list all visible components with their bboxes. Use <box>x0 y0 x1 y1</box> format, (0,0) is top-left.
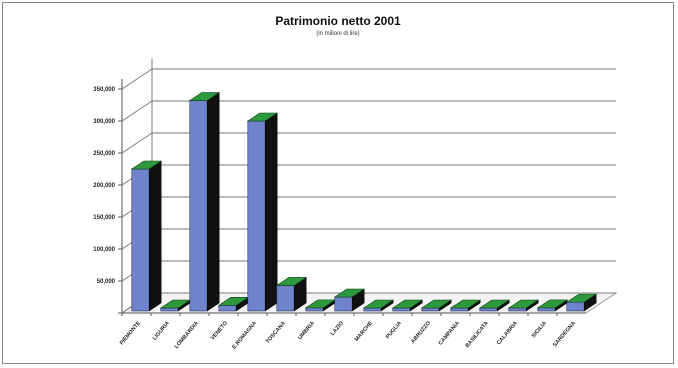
x-tick-label: PIEMONTE <box>119 320 142 346</box>
y-tick-label: 350,000 <box>93 87 115 93</box>
x-tick-label: LAZIO <box>330 320 346 337</box>
gridline-side <box>121 68 153 90</box>
bar <box>391 299 424 312</box>
bar-front <box>189 100 208 312</box>
x-tick-label: CAMPANIA <box>438 320 461 346</box>
bar-front <box>247 120 266 312</box>
bar-top <box>333 288 366 298</box>
x-tick-label: CALABRIA <box>496 320 519 346</box>
bar <box>246 112 279 312</box>
x-tick-label: LIGURIA <box>152 320 171 341</box>
x-tick-label: BASILICATA <box>465 320 490 349</box>
bar-top <box>130 160 163 170</box>
x-tick-label: SARDEGNA <box>552 320 577 348</box>
bar-front <box>160 307 179 312</box>
bar-top <box>449 299 482 309</box>
bar-front <box>537 307 556 312</box>
bar-front <box>479 307 498 312</box>
bar-top <box>536 299 569 309</box>
y-tick-label: 150,000 <box>93 215 115 221</box>
bar-top <box>246 112 279 122</box>
y-tick-label: 250,000 <box>93 151 115 157</box>
x-tick-label: MARCHE <box>354 320 374 343</box>
gridline-side <box>121 132 153 154</box>
y-axis-ticks: 50,000 100,000 150,000 200,000 250,000 300,00… <box>93 87 115 285</box>
y-tick-label: 300,000 <box>93 119 115 125</box>
bar-side <box>206 92 220 312</box>
chart-subtitle: (in milioni di lire) <box>316 31 359 37</box>
bar-front <box>276 285 295 312</box>
bar <box>536 299 569 312</box>
x-tick-label: LOMBARDIA <box>174 320 200 350</box>
bar <box>507 299 540 312</box>
bar <box>275 277 308 312</box>
bar <box>188 92 221 312</box>
x-tick-label: PUGLIA <box>385 320 403 340</box>
bars <box>130 92 598 312</box>
bar-top <box>275 277 308 286</box>
bar-top <box>507 299 540 309</box>
bar-front <box>421 307 440 312</box>
chart-title: Patrimonio netto 2001 <box>275 14 401 28</box>
x-tick-label: TOSCANA <box>265 320 287 345</box>
x-axis-ticks: PIEMONTE LIGURIA LOMBARDIA VENETO E.ROMAGNA T… <box>119 312 586 351</box>
x-tick-label: E.ROMAGNA <box>231 320 258 350</box>
bar-top <box>391 299 424 309</box>
x-tick-label: ABRUZZO <box>410 320 432 345</box>
x-tick-label: VENETO <box>210 320 230 342</box>
bar-front <box>334 296 353 312</box>
bar <box>362 299 395 312</box>
bar-front <box>305 307 324 312</box>
gridline-side <box>121 100 153 122</box>
bar-top <box>420 299 453 309</box>
bar <box>478 299 511 312</box>
bar <box>420 299 453 312</box>
bar-top <box>478 299 511 309</box>
y-tick-label: 100,000 <box>93 247 115 253</box>
y-tick-label: 50,000 <box>97 279 116 285</box>
bar-top <box>362 299 395 309</box>
y-tick-label: 200,000 <box>93 183 115 189</box>
bar-front <box>566 301 585 312</box>
bar-front <box>508 307 527 312</box>
bar-side <box>264 112 278 312</box>
x-tick-label: SICILIA <box>531 320 548 339</box>
bar-front <box>392 307 411 312</box>
bar-top <box>188 92 221 101</box>
bar-front <box>218 305 237 312</box>
bar <box>449 299 482 312</box>
bar <box>565 293 598 312</box>
bar-side <box>148 160 162 312</box>
bar-front <box>363 307 382 312</box>
x-tick-label: UMBRIA <box>297 320 316 341</box>
bar-top <box>565 293 598 303</box>
bar <box>333 288 366 312</box>
bar-front <box>131 168 150 312</box>
bar <box>130 160 163 312</box>
bar-front <box>450 307 469 312</box>
